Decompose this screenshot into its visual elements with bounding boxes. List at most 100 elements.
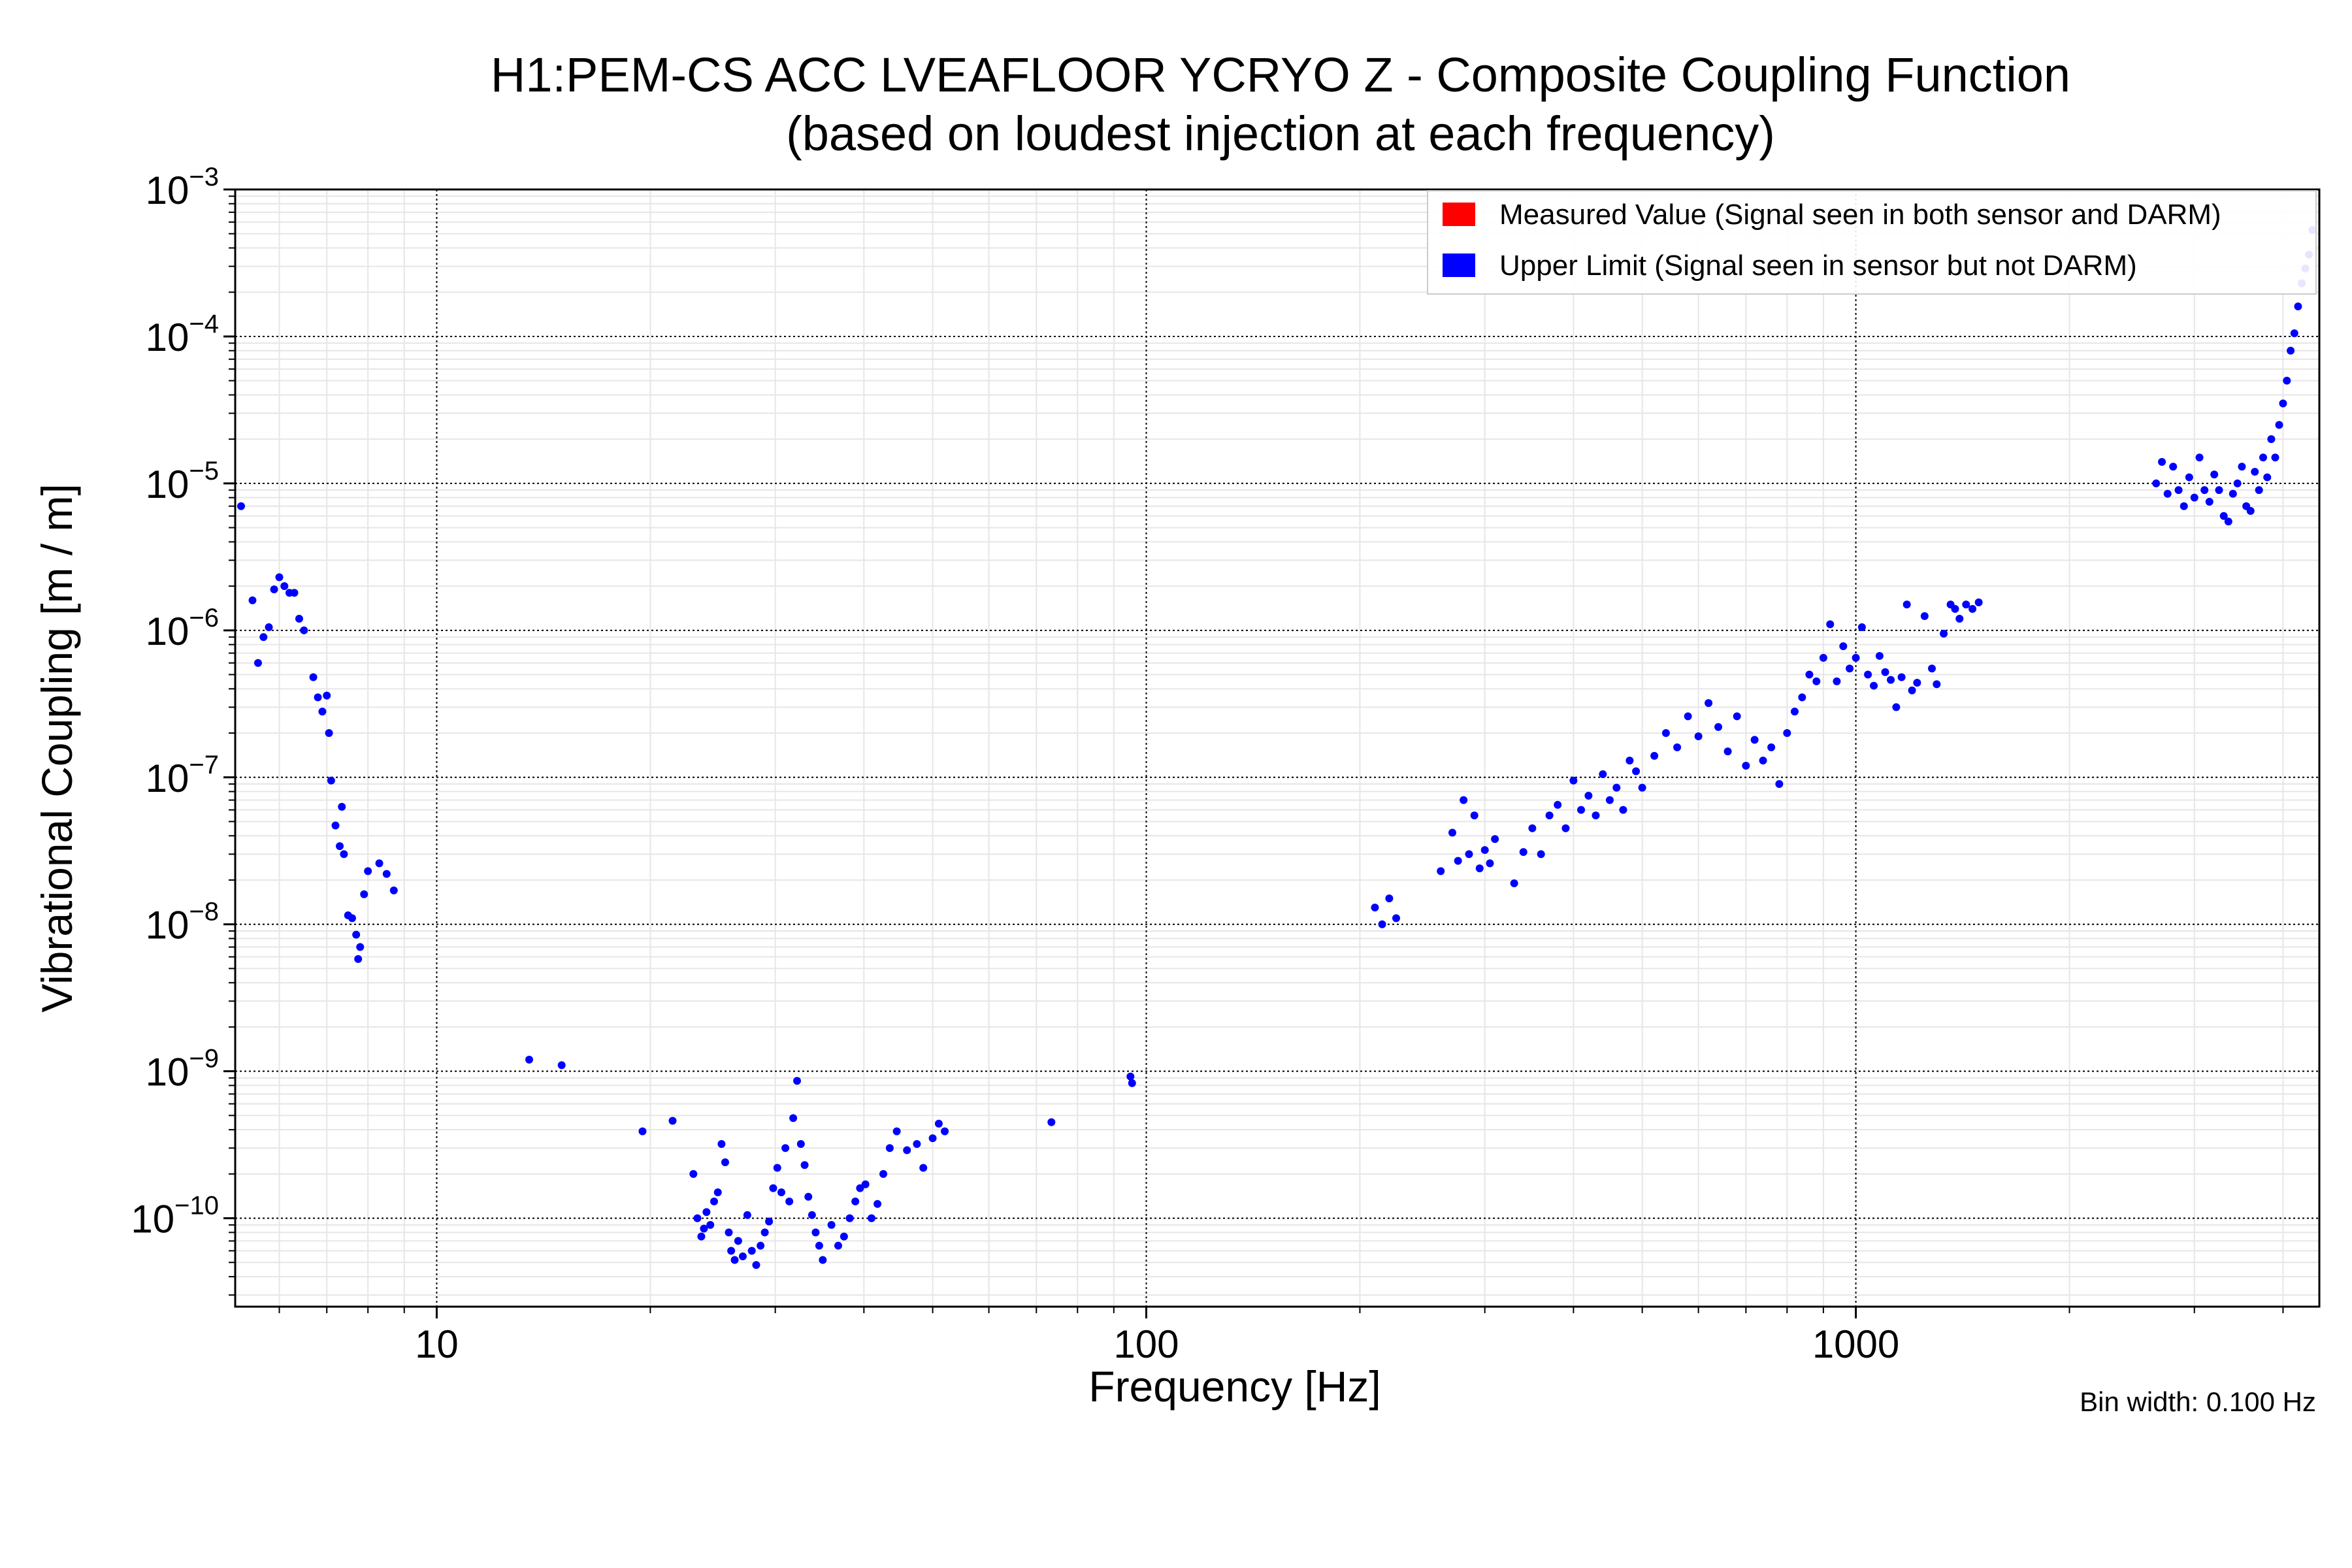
data-point [300,626,308,634]
y-tick-label: 10−10 [131,1192,219,1241]
data-point [382,870,391,878]
data-point [668,1117,677,1125]
data-point [1599,770,1607,778]
data-point [295,615,303,623]
data-point [2246,506,2255,515]
data-point [1783,729,1791,738]
y-tick-label: 10−3 [146,163,219,212]
data-point [721,1158,729,1167]
data-point [1371,904,1379,912]
data-point [903,1146,911,1154]
data-point [1126,1072,1135,1081]
data-point [1887,676,1895,684]
x-tick-label: 10 [415,1322,459,1366]
data-point [2195,453,2204,462]
data-point [335,842,344,851]
data-point [1714,723,1723,731]
data-point [827,1220,836,1229]
data-point [356,943,365,951]
data-point [928,1134,937,1143]
data-point [1913,679,1921,687]
data-point [2255,486,2263,495]
data-point [717,1139,726,1148]
data-point [734,1237,742,1245]
data-point [360,890,368,898]
data-point [1903,600,1911,609]
data-point [834,1241,842,1250]
data-point [1592,811,1600,820]
data-point [811,1228,820,1237]
data-point [934,1119,943,1128]
data-point [1491,835,1499,843]
data-point [1951,604,1959,613]
data-point [248,596,257,604]
data-point [1638,783,1646,792]
data-point [840,1232,848,1241]
data-point [879,1169,888,1178]
data-point [1750,736,1759,744]
data-point [2287,346,2295,355]
data-point [885,1144,894,1152]
y-tick-label: 10−8 [146,898,219,947]
data-point [1733,712,1741,721]
data-point [327,776,335,785]
legend-box [1427,190,2317,295]
data-point [710,1197,719,1205]
data-point [1892,703,1901,711]
data-point [738,1252,747,1260]
data-point [693,1214,702,1222]
data-point [1619,806,1627,814]
data-point [1857,623,1866,632]
data-point [697,1232,706,1241]
y-axis-label: Vibrational Coupling [m / m] [33,483,81,1013]
data-point [725,1228,733,1237]
data-point [1955,615,1964,623]
data-point [1584,791,1593,800]
legend-swatch-measured [1443,203,1475,226]
data-point [777,1188,785,1196]
data-point [789,1114,798,1122]
data-point [1673,743,1682,751]
data-point [1605,796,1614,804]
plot-frame [234,188,2321,1308]
data-point [1839,642,1848,651]
data-point [253,659,262,667]
data-point [2152,479,2161,487]
y-tick-label: 10−9 [146,1045,219,1094]
data-point [1661,729,1670,738]
data-point [941,1127,949,1135]
data-point [2205,497,2213,506]
data-point [845,1214,854,1222]
data-point [2215,486,2223,495]
data-point [1694,732,1703,741]
data-point [1968,604,1977,613]
data-point [2271,453,2279,462]
data-point [1826,620,1835,629]
data-point [856,1184,864,1192]
data-point [331,821,340,830]
data-point [913,1139,921,1148]
data-point [1798,693,1806,702]
data-point [2224,517,2232,526]
data-point [815,1241,823,1250]
data-point [1460,796,1468,804]
data-point [1561,824,1570,832]
x-axis-label: Frequency [Hz] [1088,1362,1381,1411]
data-point [1819,653,1827,662]
data-point [1775,780,1784,789]
data-point [804,1192,813,1201]
data-point [1933,680,1941,689]
data-point [1812,677,1821,685]
data-point [290,589,299,597]
x-tick-label: 100 [1113,1322,1179,1366]
data-point [796,1139,805,1148]
data-point [2174,486,2183,495]
data-point [919,1164,928,1172]
data-point [259,633,268,642]
data-point [2279,399,2287,408]
chart-title-line-1: H1:PEM-CS ACC LVEAFLOOR YCRYO Z - Compos… [491,48,2070,102]
data-point [352,930,361,939]
data-point [325,729,333,738]
data-point [314,693,322,702]
